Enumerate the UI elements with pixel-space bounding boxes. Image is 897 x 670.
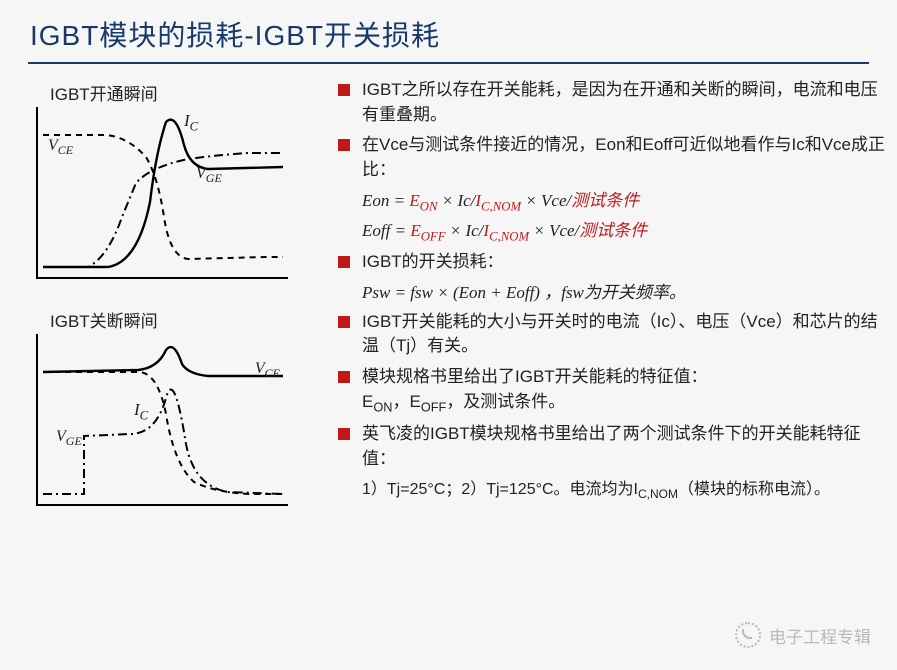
bullet-2: 在Vce与测试条件接近的情况，Eon和Eoff可近似地看作与Ic和Vce成正比： (338, 133, 889, 182)
label-vge: VGE (196, 165, 222, 186)
label-vce: VCE (48, 137, 73, 158)
wechat-icon (735, 622, 761, 648)
bullet-4: IGBT开关能耗的大小与开关时的电流（Ic）、电压（Vce）和芯片的结温（Tj）… (338, 310, 889, 359)
charts-column: IGBT开通瞬间 IC VCE VGE IGBT关断瞬间 (20, 74, 320, 507)
formula-psw: Psw = fsw × (Eon + Eoff) ，fsw为开关频率。 (362, 281, 889, 306)
bullet-5-eon: EON (362, 392, 392, 411)
bullet-6-text: 英飞凌的IGBT模块规格书里给出了两个测试条件下的开关能耗特征值： (362, 424, 861, 468)
chart-turn-off: VCE VGE IC (36, 334, 288, 506)
formula-eon: Eon = EON × Ic/IC,NOM × Vce/测试条件 (362, 189, 889, 216)
label-vge: VGE (56, 428, 82, 449)
bullet-2-text: 在Vce与测试条件接近的情况，Eon和Eoff可近似地看作与Ic和Vce成正比： (362, 135, 885, 179)
chart-turn-on-title: IGBT开通瞬间 (50, 80, 320, 105)
bullet-1: IGBT之所以存在开关能耗，是因为在开通和关断的瞬间，电流和电压有重叠期。 (338, 78, 889, 127)
bullet-5-sep: ，E (392, 392, 420, 411)
bullet-3: IGBT的开关损耗： (338, 250, 889, 275)
bullet-5-text-d: ，及测试条件。 (446, 392, 565, 411)
watermark-text: 电子工程专辑 (769, 623, 871, 648)
text-column: IGBT之所以存在开关能耗，是因为在开通和关断的瞬间，电流和电压有重叠期。 在V… (320, 74, 889, 507)
chart-turn-off-title: IGBT关断瞬间 (50, 307, 320, 332)
bullet-3-text: IGBT的开关损耗： (362, 252, 504, 271)
bullet-6-subline: 1）Tj=25°C；2）Tj=125°C。电流均为IC,NOM（模块的标称电流）… (338, 478, 889, 504)
formula-eoff: Eoff = EOFF × Ic/IC,NOM × Vce/测试条件 (362, 219, 889, 246)
chart-turn-on: IC VCE VGE (36, 107, 288, 279)
bullet-list-2: IGBT的开关损耗： (338, 250, 889, 275)
ic-curve (43, 120, 283, 267)
bullet-4-text: IGBT开关能耗的大小与开关时的电流（Ic）、电压（Vce）和芯片的结温（Tj）… (362, 312, 878, 356)
bullet-6: 英飞凌的IGBT模块规格书里给出了两个测试条件下的开关能耗特征值： (338, 422, 889, 471)
page-title: IGBT模块的损耗-IGBT开关损耗 (0, 0, 897, 62)
title-underline (28, 62, 869, 64)
bullet-5: 模块规格书里给出了IGBT开关能耗的特征值： EON，EOFF，及测试条件。 (338, 365, 889, 417)
chart-turn-on-svg (38, 107, 288, 277)
bullet-5-text-a: 模块规格书里给出了IGBT开关能耗的特征值： (362, 367, 708, 386)
chart-turn-off-svg (38, 334, 288, 504)
bullet-list-3: IGBT开关能耗的大小与开关时的电流（Ic）、电压（Vce）和芯片的结温（Tj）… (338, 310, 889, 472)
bullet-list: IGBT之所以存在开关能耗，是因为在开通和关断的瞬间，电流和电压有重叠期。 在V… (338, 78, 889, 183)
label-ic: IC (184, 111, 198, 134)
watermark: 电子工程专辑 (735, 622, 871, 648)
label-ic: IC (134, 400, 148, 423)
content-area: IGBT开通瞬间 IC VCE VGE IGBT关断瞬间 (0, 74, 897, 507)
label-vce: VCE (255, 360, 280, 381)
bullet-1-text: IGBT之所以存在开关能耗，是因为在开通和关断的瞬间，电流和电压有重叠期。 (362, 80, 878, 124)
